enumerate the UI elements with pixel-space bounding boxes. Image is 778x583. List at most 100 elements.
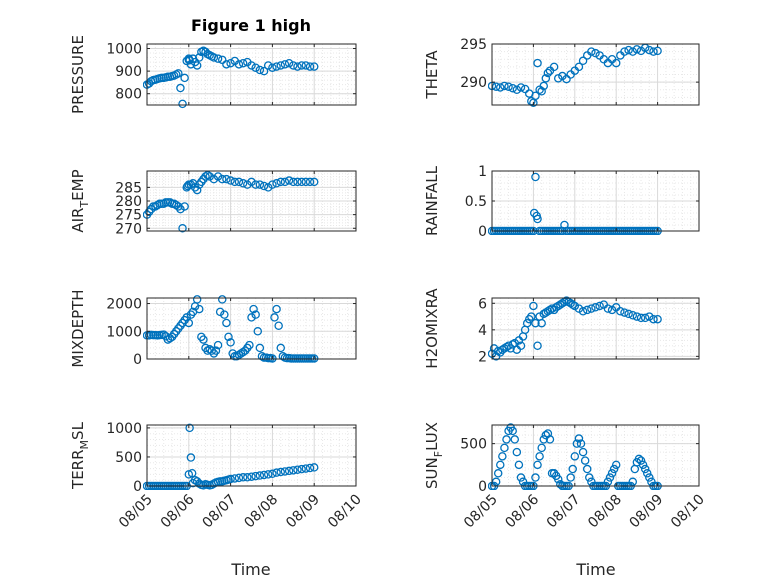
data-point xyxy=(293,62,302,71)
data-point xyxy=(251,310,260,319)
data-point xyxy=(645,473,654,482)
data-point xyxy=(630,464,640,474)
y-axis-label-part: SL xyxy=(69,421,87,440)
data-point xyxy=(537,443,546,453)
data-point xyxy=(276,61,286,70)
data-point xyxy=(289,177,298,187)
data-point xyxy=(185,423,194,433)
axes-box xyxy=(491,43,700,106)
data-point xyxy=(289,466,298,475)
data-point xyxy=(514,460,524,470)
x-tick-label: 08/09 xyxy=(283,492,323,532)
y-tick-label: 280 xyxy=(115,194,142,210)
data-point xyxy=(580,456,590,465)
data-point xyxy=(305,177,315,187)
y-tick-label: 1000 xyxy=(106,421,142,437)
data-point xyxy=(491,82,501,91)
data-point xyxy=(255,180,265,189)
data-point xyxy=(169,199,179,208)
data-point xyxy=(603,477,613,487)
x-tick-label: 08/08 xyxy=(241,492,281,532)
data-point xyxy=(500,81,509,91)
y-tick-label: 275 xyxy=(115,208,142,224)
data-point xyxy=(638,460,648,470)
data-point xyxy=(176,83,185,93)
data-point xyxy=(251,63,260,72)
data-point xyxy=(213,172,223,181)
data-point xyxy=(498,452,507,461)
y-tick-label: 0.5 xyxy=(465,194,487,210)
data-point xyxy=(201,172,210,181)
y-axis-label-sub: F xyxy=(432,451,445,457)
data-point xyxy=(533,214,542,224)
data-point xyxy=(259,66,269,76)
data-point xyxy=(163,335,173,344)
data-point xyxy=(309,62,319,71)
data-point xyxy=(643,469,652,478)
x-tick-label: 08/05 xyxy=(461,492,501,532)
x-tick-label: 08/07 xyxy=(544,492,584,532)
data-point xyxy=(539,435,549,444)
data-point xyxy=(284,466,294,476)
data-point xyxy=(529,301,538,311)
data-point xyxy=(186,453,196,462)
data-point xyxy=(153,200,162,210)
data-point xyxy=(595,301,604,311)
data-point xyxy=(268,180,277,189)
data-point xyxy=(605,473,615,482)
data-point xyxy=(247,313,256,322)
x-axis-label-right: Time xyxy=(575,560,615,579)
data-point xyxy=(159,330,168,339)
data-point xyxy=(268,63,277,72)
data-point xyxy=(496,83,505,92)
data-point xyxy=(182,313,191,322)
y-tick-label: 1000 xyxy=(106,324,142,340)
series-markers xyxy=(143,46,319,109)
data-point xyxy=(640,464,650,474)
data-point xyxy=(272,62,281,71)
y-tick-label: 0 xyxy=(133,479,142,495)
data-point xyxy=(516,83,526,92)
data-point xyxy=(187,468,197,478)
data-point xyxy=(309,354,319,363)
data-point xyxy=(541,74,551,83)
data-point xyxy=(531,318,540,328)
data-point xyxy=(522,318,532,328)
data-point xyxy=(645,45,654,55)
data-point xyxy=(578,307,588,316)
data-point xyxy=(500,443,509,453)
data-point xyxy=(531,91,540,101)
data-point xyxy=(516,341,526,350)
data-point xyxy=(653,46,662,56)
y-tick-label: 1 xyxy=(478,164,487,180)
data-point xyxy=(549,62,559,72)
data-point xyxy=(215,307,225,317)
data-point xyxy=(222,174,231,184)
y-tick-label: 2 xyxy=(478,349,487,365)
subplot-8: 08/05 08/06 08/07 08/08 08/09 08/10 0 500 SUNFLU… xyxy=(423,422,708,531)
y-tick-label: 0 xyxy=(478,224,487,240)
data-point xyxy=(270,313,279,322)
data-point xyxy=(284,58,294,68)
data-point xyxy=(238,179,248,188)
data-point xyxy=(649,47,658,56)
data-point xyxy=(566,473,575,482)
data-point xyxy=(576,439,586,448)
data-point xyxy=(199,335,208,344)
data-point xyxy=(620,308,629,317)
y-tick-label: 1000 xyxy=(106,42,142,58)
data-point xyxy=(192,295,202,304)
data-point xyxy=(247,472,256,481)
data-point xyxy=(184,318,194,328)
data-point xyxy=(247,61,256,70)
data-point xyxy=(251,180,260,189)
y-tick-label: 6 xyxy=(478,296,487,312)
data-point xyxy=(587,47,596,56)
data-point xyxy=(549,469,559,478)
data-point xyxy=(537,87,546,96)
data-point xyxy=(628,477,638,487)
data-point xyxy=(649,314,658,324)
data-point xyxy=(297,177,306,187)
data-point xyxy=(632,45,642,54)
y-axis-label-part: AIR xyxy=(69,208,87,233)
